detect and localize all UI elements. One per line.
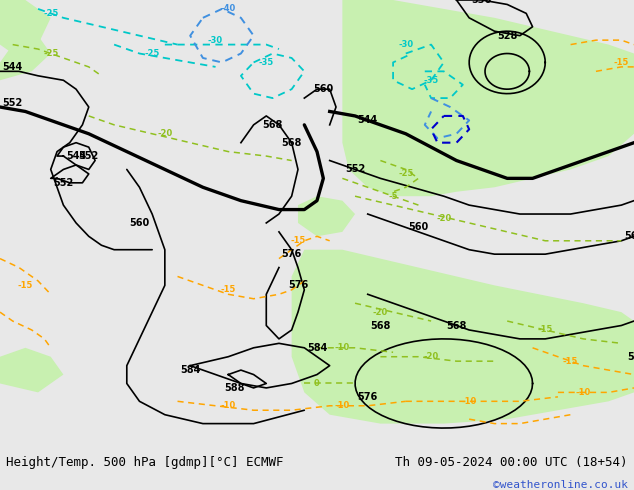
Text: Height/Temp. 500 hPa [gdmp][°C] ECMWF: Height/Temp. 500 hPa [gdmp][°C] ECMWF	[6, 456, 284, 469]
Text: 560: 560	[129, 218, 150, 228]
Text: -10: -10	[576, 388, 591, 397]
Text: 544: 544	[66, 151, 86, 161]
Polygon shape	[0, 0, 51, 53]
Text: 544: 544	[358, 115, 378, 125]
Text: 584: 584	[307, 343, 327, 353]
Text: -30: -30	[208, 36, 223, 45]
Text: 544: 544	[3, 62, 23, 72]
Text: 588: 588	[224, 383, 245, 393]
Text: -15: -15	[221, 285, 236, 294]
Text: 552: 552	[345, 165, 365, 174]
Text: 0: 0	[314, 379, 320, 388]
Text: -20: -20	[436, 214, 451, 223]
Text: 576: 576	[288, 280, 308, 291]
Text: -5: -5	[389, 192, 398, 201]
Text: 528: 528	[497, 31, 517, 41]
Text: 57: 57	[627, 352, 634, 362]
Text: 552: 552	[79, 151, 99, 161]
Text: -10: -10	[335, 343, 350, 352]
Text: -15: -15	[563, 357, 578, 366]
Text: -15: -15	[614, 58, 629, 67]
Text: -15: -15	[290, 236, 306, 245]
Text: 560: 560	[408, 222, 429, 232]
Text: 568: 568	[281, 138, 302, 147]
Text: -35: -35	[424, 76, 439, 85]
Text: -15: -15	[538, 325, 553, 335]
Text: 576: 576	[358, 392, 378, 402]
Text: -20: -20	[373, 308, 388, 317]
Text: 536: 536	[472, 0, 492, 5]
Text: Th 09-05-2024 00:00 UTC (18+54): Th 09-05-2024 00:00 UTC (18+54)	[395, 456, 628, 469]
Text: -10: -10	[335, 401, 350, 410]
Text: ©weatheronline.co.uk: ©weatheronline.co.uk	[493, 480, 628, 490]
Text: 552: 552	[53, 178, 74, 188]
Text: 560: 560	[313, 84, 333, 94]
Text: -25: -25	[398, 170, 413, 178]
Text: -40: -40	[221, 4, 236, 13]
Text: -20: -20	[424, 352, 439, 361]
Polygon shape	[0, 36, 51, 80]
Text: 568: 568	[370, 320, 391, 331]
Text: -25: -25	[43, 49, 58, 58]
Text: -35: -35	[259, 58, 274, 67]
Polygon shape	[298, 196, 355, 236]
Text: 584: 584	[180, 365, 200, 375]
Polygon shape	[342, 0, 634, 196]
Text: -25: -25	[43, 9, 58, 18]
Text: -20: -20	[157, 129, 172, 138]
Text: -10: -10	[221, 401, 236, 410]
Text: -10: -10	[462, 397, 477, 406]
Polygon shape	[292, 250, 634, 423]
Text: 568: 568	[446, 320, 467, 331]
Text: -15: -15	[18, 281, 33, 290]
Text: 576: 576	[281, 249, 302, 259]
Text: -25: -25	[145, 49, 160, 58]
Polygon shape	[0, 348, 63, 392]
Text: 552: 552	[3, 98, 23, 108]
Text: 560: 560	[624, 231, 634, 242]
Text: -30: -30	[398, 40, 413, 49]
Text: 568: 568	[262, 120, 283, 130]
